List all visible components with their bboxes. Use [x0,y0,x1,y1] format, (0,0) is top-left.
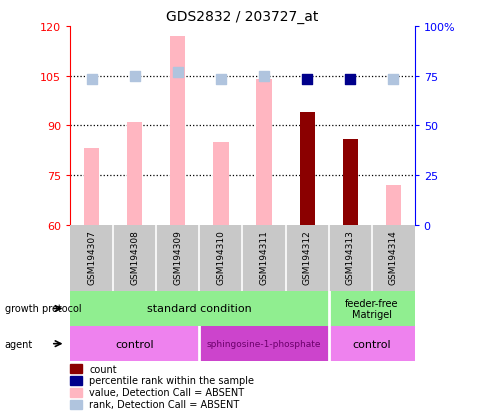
Bar [70,326,199,361]
Bar [342,139,357,225]
Text: value, Detection Call = ABSENT: value, Detection Call = ABSENT [89,387,244,397]
Bar [170,37,185,225]
Text: agent: agent [5,339,33,349]
Bar [127,123,142,225]
Point [302,76,310,83]
Bar [213,142,228,225]
Text: GSM194307: GSM194307 [87,230,96,285]
Text: rank, Detection Call = ABSENT: rank, Detection Call = ABSENT [89,399,239,409]
Point [259,73,267,80]
Point [174,70,182,76]
Bar [70,291,328,326]
Bar [70,400,82,408]
Bar [256,80,271,225]
Bar [70,388,82,396]
Text: GSM194309: GSM194309 [173,230,182,285]
Text: GSM194308: GSM194308 [130,230,139,285]
Text: count: count [89,364,117,374]
Text: GSM194314: GSM194314 [388,230,397,284]
Point [88,76,95,83]
Bar [328,326,414,361]
Point [217,76,225,83]
Text: GSM194313: GSM194313 [345,230,354,285]
Text: sphingosine-1-phosphate: sphingosine-1-phosphate [206,339,320,348]
Point [389,76,396,83]
Bar [70,364,82,373]
Bar [328,291,414,326]
Point [131,73,138,80]
Bar [199,326,328,361]
Point [346,76,353,83]
Text: standard condition: standard condition [147,304,251,314]
Text: growth protocol: growth protocol [5,304,81,314]
Text: feeder-free
Matrigel: feeder-free Matrigel [344,298,397,320]
Text: GSM194311: GSM194311 [259,230,268,285]
Title: GDS2832 / 203727_at: GDS2832 / 203727_at [166,10,318,24]
Text: GSM194312: GSM194312 [302,230,311,284]
Text: control: control [115,339,154,349]
Bar [70,376,82,385]
Bar [84,149,99,225]
Text: control: control [351,339,390,349]
Text: GSM194310: GSM194310 [216,230,225,285]
Bar [299,113,314,225]
Text: percentile rank within the sample: percentile rank within the sample [89,375,254,385]
Bar [385,185,400,225]
